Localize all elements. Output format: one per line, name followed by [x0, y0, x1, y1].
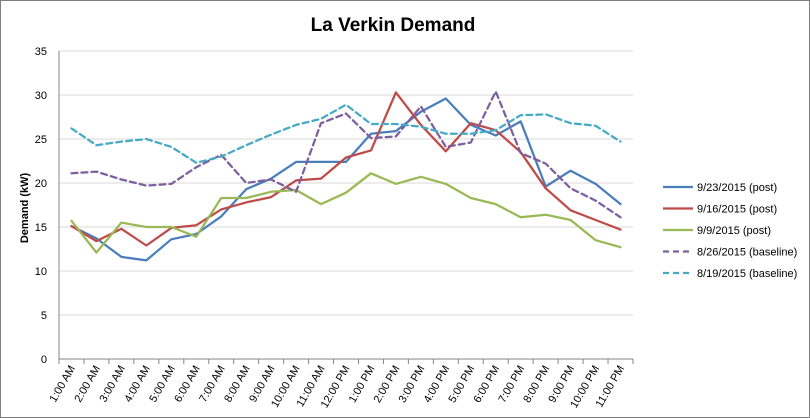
chart-title: La Verkin Demand [311, 15, 476, 36]
y-axis-title: Demand (kW) [19, 173, 31, 244]
series-line-1 [70, 97, 622, 262]
series-line-4 [70, 90, 622, 219]
legend-label: 8/26/2015 (baseline) [697, 247, 797, 259]
y-tick-label: 5 [41, 310, 47, 322]
x-tick-labels: 1:00 AM2:00 AM3:00 AM4:00 AM5:00 AM6:00 … [48, 363, 628, 410]
legend-label: 8/19/2015 (baseline) [697, 268, 797, 280]
legend-label: 9/23/2015 (post) [697, 182, 777, 194]
series-line-2 [70, 91, 622, 247]
y-tick-label: 20 [35, 178, 47, 190]
y-tick-label: 35 [35, 46, 47, 58]
axes [58, 51, 634, 364]
y-tick-label: 30 [35, 90, 47, 102]
y-tick-label: 25 [35, 134, 47, 146]
series-line-3 [70, 172, 622, 254]
y-tick-label: 15 [35, 222, 47, 234]
legend-label: 9/16/2015 (post) [697, 204, 777, 216]
y-tick-labels: 0 5 10 15 20 25 30 35 [35, 46, 47, 366]
y-tick-label: 10 [35, 266, 47, 278]
series-line-5 [70, 103, 622, 164]
y-tick-label: 0 [41, 354, 47, 366]
series-lines [70, 90, 622, 262]
gridlines [59, 50, 633, 316]
legend-label: 9/9/2015 (post) [697, 225, 771, 237]
legend: 9/23/2015 (post) 9/16/2015 (post) 9/9/2015… [663, 182, 797, 280]
